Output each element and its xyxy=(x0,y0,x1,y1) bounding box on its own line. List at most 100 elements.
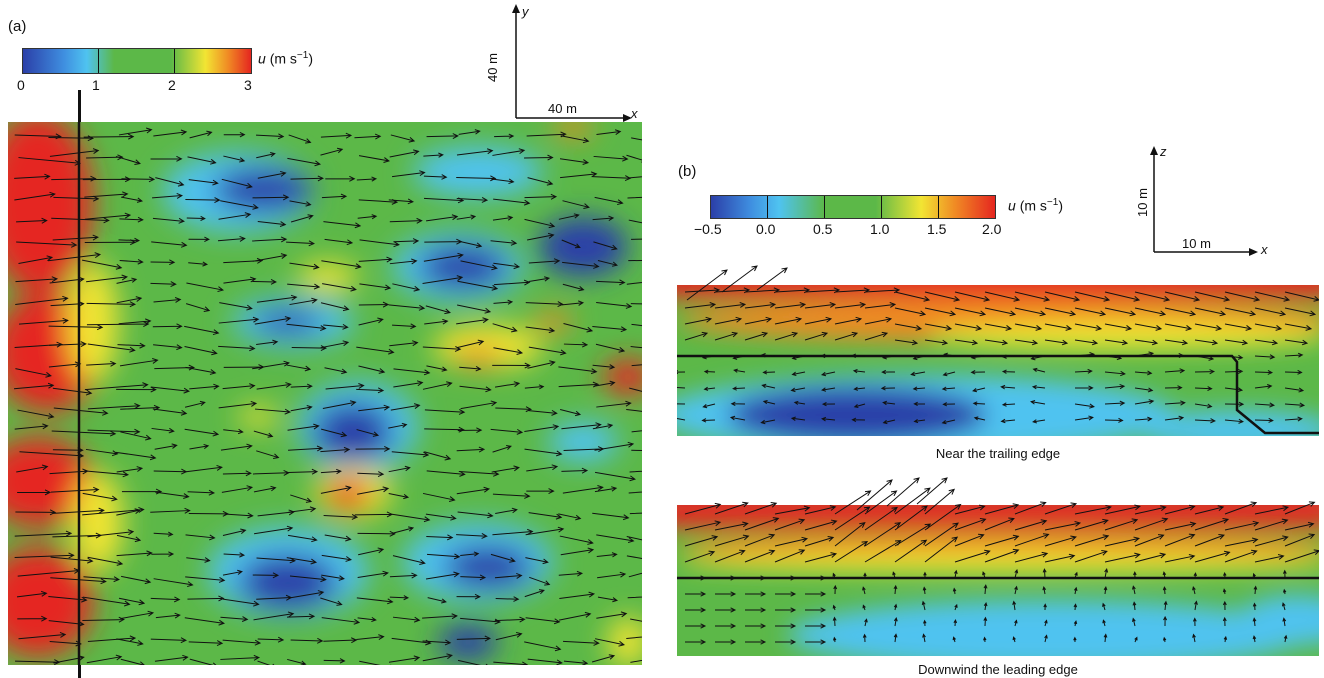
velocity-arrow xyxy=(851,353,866,358)
velocity-arrow xyxy=(805,591,827,597)
velocity-arrow xyxy=(116,638,144,646)
velocity-arrow xyxy=(1223,571,1227,579)
velocity-arrow xyxy=(953,569,958,579)
velocity-arrow xyxy=(49,640,82,647)
velocity-arrow xyxy=(1224,291,1261,302)
velocity-arrow xyxy=(287,534,318,543)
velocity-arrow xyxy=(322,283,357,292)
velocity-arrow xyxy=(863,572,867,579)
velocity-arrow xyxy=(525,526,565,536)
velocity-arrow xyxy=(628,260,642,262)
velocity-arrow xyxy=(15,295,69,305)
velocity-arrow xyxy=(1074,307,1107,317)
velocity-arrow xyxy=(970,355,986,360)
velocity-arrow xyxy=(116,466,144,473)
velocity-arrow xyxy=(188,261,208,267)
velocity-arrow xyxy=(492,362,531,369)
velocity-arrow xyxy=(760,353,776,358)
velocity-arrow xyxy=(677,386,686,389)
velocity-arrow xyxy=(805,607,827,613)
velocity-arrow xyxy=(593,380,616,387)
velocity-arrow xyxy=(357,486,390,495)
velocity-arrow xyxy=(1012,636,1016,643)
velocity-arrow xyxy=(1224,369,1244,374)
velocity-arrow xyxy=(1222,588,1227,595)
velocity-arrow xyxy=(257,221,287,227)
velocity-arrow xyxy=(392,616,421,623)
velocity-arrow xyxy=(53,407,109,416)
velocity-arrow xyxy=(744,502,778,515)
velocity-arrow xyxy=(527,177,554,186)
velocity-arrow xyxy=(1134,370,1153,376)
velocity-arrow xyxy=(984,339,1009,346)
velocity-arrow xyxy=(834,506,871,531)
velocity-arrow xyxy=(51,175,97,182)
velocity-arrow xyxy=(562,283,585,292)
velocity-arrow xyxy=(358,365,386,374)
velocity-arrow xyxy=(821,416,836,422)
velocity-arrow xyxy=(422,653,453,662)
velocity-arrow xyxy=(460,400,498,410)
velocity-arrow xyxy=(524,193,558,200)
velocity-arrow xyxy=(458,470,500,477)
velocity-arrow xyxy=(1164,352,1185,359)
velocity-arrow xyxy=(86,274,129,283)
velocity-arrow xyxy=(121,488,163,495)
velocity-arrow xyxy=(320,147,344,156)
velocity-arrow xyxy=(714,316,743,325)
velocity-arrow xyxy=(290,637,324,644)
velocity-arrow xyxy=(804,519,838,531)
velocity-arrow xyxy=(493,661,529,665)
velocity-arrow xyxy=(1134,387,1154,393)
velocity-arrow xyxy=(288,590,325,599)
velocity-arrow xyxy=(1104,291,1141,302)
velocity-arrow xyxy=(1254,402,1275,408)
velocity-arrow xyxy=(1254,384,1273,389)
caption-leading-edge: Downwind the leading edge xyxy=(918,662,1078,677)
velocity-arrow xyxy=(185,534,216,541)
velocity-arrow xyxy=(1044,634,1048,643)
velocity-arrow xyxy=(456,196,489,203)
velocity-arrow xyxy=(53,195,100,202)
velocity-arrow xyxy=(150,637,187,644)
velocity-arrow xyxy=(527,360,556,369)
velocity-arrow xyxy=(492,148,526,156)
velocity-arrow xyxy=(626,409,642,412)
velocity-arrow xyxy=(155,612,181,619)
velocity-arrow xyxy=(984,548,1020,563)
velocity-arrow xyxy=(630,659,642,663)
velocity-arrow xyxy=(388,465,411,473)
colorbar-a-tick-2: 2 xyxy=(168,77,176,93)
velocity-arrow xyxy=(359,283,392,291)
velocity-arrow xyxy=(425,305,451,315)
velocity-arrow xyxy=(356,387,385,394)
velocity-arrow xyxy=(626,555,642,559)
velocity-arrow xyxy=(1073,620,1078,627)
velocity-arrow xyxy=(189,658,217,665)
velocity-arrow xyxy=(805,623,827,629)
velocity-arrow xyxy=(685,639,707,645)
velocity-arrow xyxy=(1104,307,1137,317)
velocity-arrow xyxy=(120,658,145,665)
velocity-arrow xyxy=(1254,354,1276,360)
velocity-arrow xyxy=(188,640,224,647)
velocity-arrow xyxy=(490,428,524,435)
velocity-arrow xyxy=(1044,339,1069,346)
velocity-arrow xyxy=(1104,383,1126,390)
velocity-arrow xyxy=(631,364,642,367)
velocity-arrow xyxy=(686,269,728,301)
velocity-arrow xyxy=(187,489,216,496)
velocity-arrow xyxy=(493,347,524,355)
velocity-arrow xyxy=(290,405,313,412)
velocity-arrow xyxy=(774,331,799,341)
velocity-arrow xyxy=(152,192,183,199)
velocity-arrow xyxy=(774,302,807,309)
velocity-arrow xyxy=(393,380,424,388)
velocity-arrow xyxy=(87,529,135,538)
velocity-arrow xyxy=(528,276,551,283)
velocity-arrow xyxy=(87,556,124,566)
velocity-arrow xyxy=(524,154,554,161)
velocity-arrow xyxy=(1073,603,1078,611)
velocity-arrow xyxy=(356,634,385,641)
velocity-arrow xyxy=(528,512,563,520)
